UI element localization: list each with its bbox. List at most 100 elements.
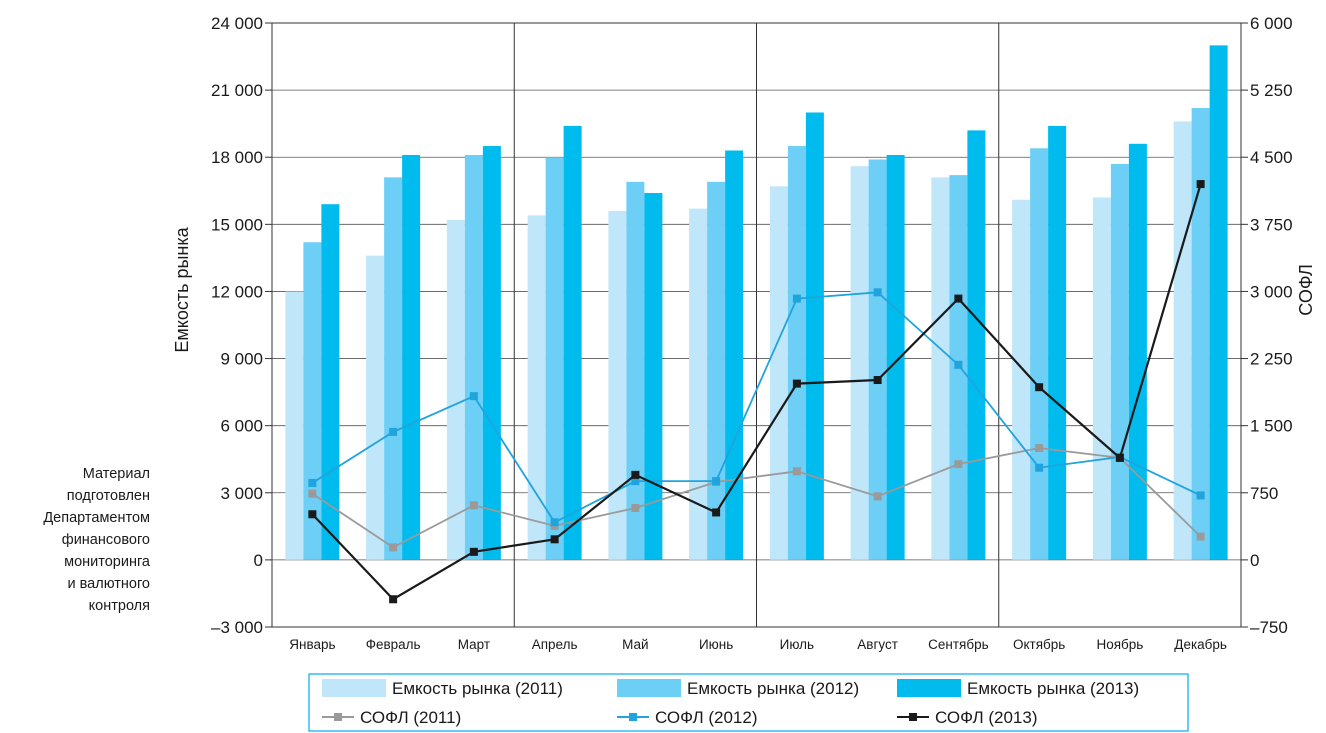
y-tick-label-right: 3 000 [1250,282,1293,301]
bar [868,159,887,560]
y-tick-label-left: 15 000 [211,215,263,234]
point [550,535,559,544]
point [792,379,801,388]
note-line: мониторинга [64,554,151,570]
series-line [311,447,1202,549]
y-tick-label-right: 4 500 [1250,148,1293,167]
bar [644,193,663,560]
point [469,392,478,401]
legend-box [308,673,1189,732]
bar [285,291,304,560]
y-tick-label-right: 1 500 [1250,417,1293,436]
point [1196,180,1205,189]
bar [787,146,806,560]
point [631,470,640,479]
bar [1092,197,1111,560]
note-line: Департаментом [43,510,150,526]
point [631,477,640,486]
bar [1030,148,1049,560]
y-tick-label-right: 750 [1250,484,1278,503]
bars [285,45,1228,560]
point [712,508,721,517]
plot-frame [271,22,1242,628]
point [389,595,398,604]
point [308,478,317,487]
point [954,360,963,369]
point [1196,491,1205,500]
bar [563,125,582,560]
legend-label: Емкость рынка (2012) [687,679,859,698]
bar [446,219,465,560]
legend-label: СОФЛ (2012) [655,708,758,727]
legend-swatch-bar-2013 [897,679,961,697]
legend-label: СОФЛ (2011) [360,708,461,727]
bar [1173,121,1192,560]
point [1035,383,1044,392]
point [954,460,963,469]
y-tick-label-left: 18 000 [211,148,263,167]
point [469,547,478,556]
y-tick-label-right: –750 [1250,618,1288,637]
bar [725,150,744,560]
y-axis-title-right: СОФЛ [1296,264,1316,316]
y-tick-label-left: 24 000 [211,14,263,33]
note-line: подготовлен [67,488,150,504]
x-tick-label: Февраль [366,637,421,652]
y-tick-label-right: 2 250 [1250,350,1293,369]
note-text: Материал подготовлен Департаментом финан… [43,466,151,614]
y-tick-label-left: 12 000 [211,282,263,301]
bar [1048,125,1067,560]
x-tick-label: Август [857,637,898,652]
x-tick-label: Январь [289,637,335,652]
x-tick-label: Сентябрь [928,637,988,652]
x-tick-label: Декабрь [1174,637,1227,652]
y-tick-label-left: –3 000 [211,618,263,637]
y-tick-label-left: 3 000 [220,484,263,503]
axes-text: –3 000 0 3 000 6 000 9 000 12 000 15 000 18 000… [211,14,1293,652]
legend-label: Емкость рынка (2013) [967,679,1139,698]
bar [384,177,403,560]
bar [850,166,869,560]
x-tick-label: Июль [780,637,814,652]
bar [1191,108,1210,560]
note-line: и валютного [68,576,151,592]
bar [626,181,645,560]
legend-swatch-bar-2012 [617,679,681,697]
bar [707,181,726,560]
point [873,376,882,385]
point [954,294,963,303]
point [389,427,398,436]
note-line: Материал [83,466,150,482]
point [550,518,559,527]
bar [1209,45,1228,560]
bar [608,210,627,560]
bar [366,255,385,560]
point [792,467,801,476]
bar [967,130,986,560]
point [873,288,882,297]
series-line [311,183,1202,601]
legend-marker [334,713,342,721]
legend: Емкость рынка (2011) Емкость рынка (2012… [308,673,1189,732]
point [469,501,478,510]
legend-marker [629,713,637,721]
bar [464,154,483,560]
bar [805,112,824,560]
bar [1128,143,1147,560]
bar [769,186,788,560]
legend-label: Емкость рынка (2011) [392,679,563,698]
x-tick-label: Март [458,637,490,652]
x-tick-label: Май [622,637,648,652]
legend-label: СОФЛ (2013) [935,708,1038,727]
y-tick-label-right: 6 000 [1250,14,1293,33]
x-tick-label: Октябрь [1013,637,1065,652]
point [873,492,882,501]
legend-swatch-bar-2011 [322,679,386,697]
point [792,294,801,303]
point [712,477,721,486]
y-tick-label-left: 6 000 [220,417,263,436]
bar [931,177,950,560]
y-tick-label-right: 5 250 [1250,81,1293,100]
lines [308,180,1205,604]
